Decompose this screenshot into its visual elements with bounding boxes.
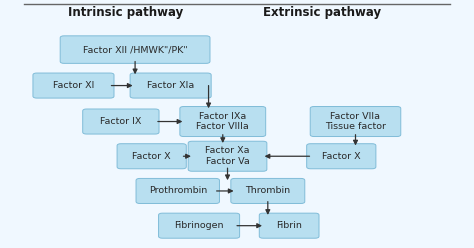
FancyBboxPatch shape: [60, 36, 210, 63]
FancyBboxPatch shape: [33, 73, 114, 98]
Text: Factor XII /HMWK"/PK": Factor XII /HMWK"/PK": [83, 45, 187, 54]
FancyBboxPatch shape: [310, 107, 401, 136]
Text: Extrinsic pathway: Extrinsic pathway: [263, 6, 382, 19]
FancyBboxPatch shape: [130, 73, 211, 98]
Text: Factor VIIa
Tissue factor: Factor VIIa Tissue factor: [325, 112, 386, 131]
Text: Factor Xa
Factor Va: Factor Xa Factor Va: [205, 146, 250, 166]
Text: Factor XI: Factor XI: [53, 81, 94, 90]
Text: Intrinsic pathway: Intrinsic pathway: [68, 6, 183, 19]
Text: Factor X: Factor X: [322, 152, 361, 161]
FancyBboxPatch shape: [307, 144, 376, 169]
Text: Factor IX: Factor IX: [100, 117, 142, 126]
FancyBboxPatch shape: [82, 109, 159, 134]
FancyBboxPatch shape: [259, 213, 319, 238]
Text: Prothrombin: Prothrombin: [149, 186, 207, 195]
FancyBboxPatch shape: [117, 144, 186, 169]
Text: Thrombin: Thrombin: [245, 186, 291, 195]
FancyBboxPatch shape: [136, 179, 219, 203]
Text: Fibrinogen: Fibrinogen: [174, 221, 224, 230]
Text: Factor XIa: Factor XIa: [147, 81, 194, 90]
Text: Fibrin: Fibrin: [276, 221, 302, 230]
FancyBboxPatch shape: [188, 141, 267, 171]
FancyBboxPatch shape: [158, 213, 239, 238]
Text: Factor X: Factor X: [132, 152, 171, 161]
FancyBboxPatch shape: [231, 179, 305, 203]
FancyBboxPatch shape: [180, 107, 265, 136]
Text: Factor IXa
Factor VIIIa: Factor IXa Factor VIIIa: [196, 112, 249, 131]
